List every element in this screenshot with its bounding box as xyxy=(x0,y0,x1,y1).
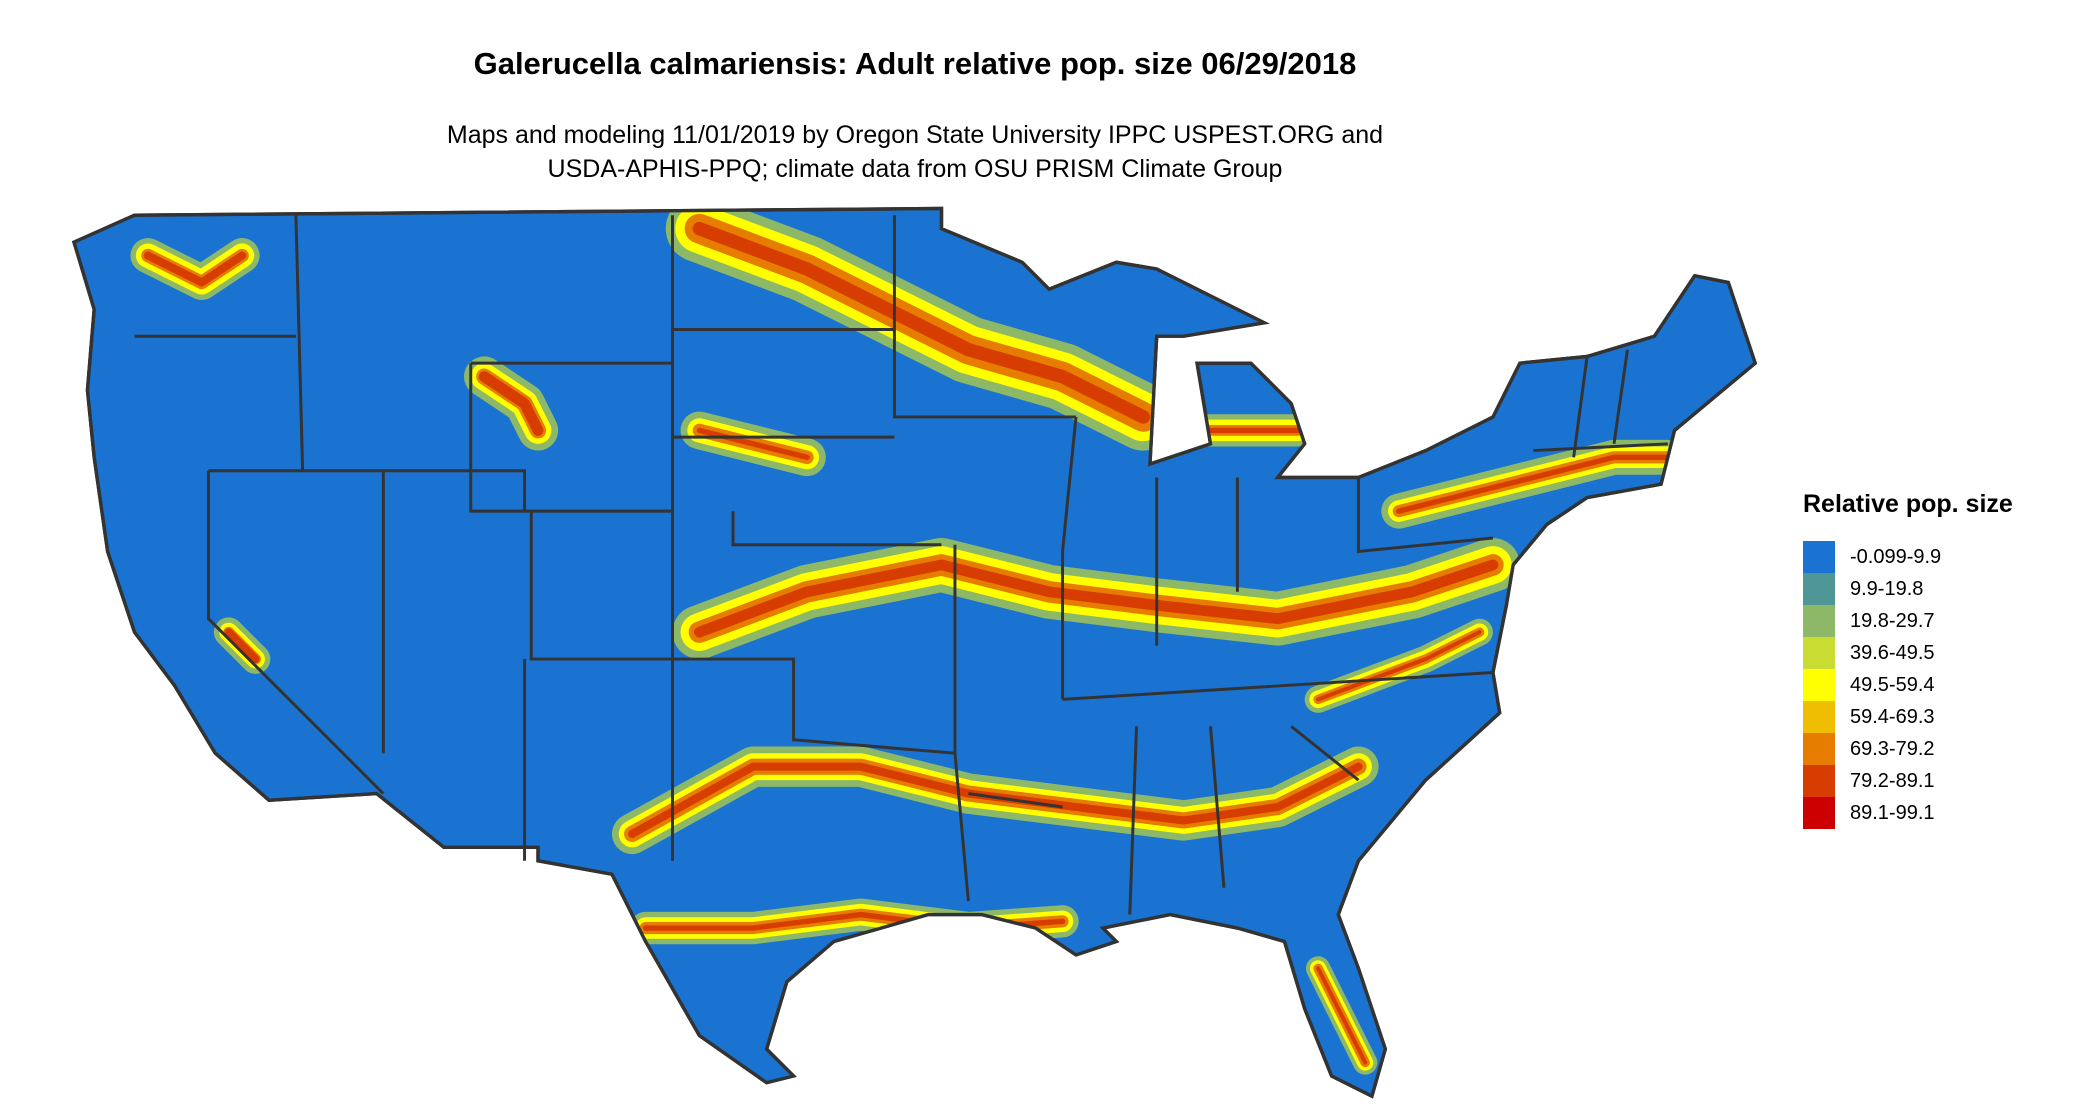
legend-swatch xyxy=(1803,637,1835,669)
legend-swatch xyxy=(1803,765,1835,797)
hotspot-band xyxy=(1316,630,1482,702)
legend-item: 69.3-79.2 xyxy=(1803,733,2013,765)
state-border xyxy=(1209,726,1226,888)
map-title: Galerucella calmariensis: Adult relative… xyxy=(473,46,1357,81)
hotspot-band xyxy=(694,559,1499,638)
state-border xyxy=(726,657,956,755)
state-border xyxy=(529,511,727,661)
state-border xyxy=(206,470,385,795)
state-border xyxy=(1128,726,1139,915)
state-border xyxy=(1062,671,1494,701)
legend-label: 19.8-29.7 xyxy=(1850,609,1935,632)
legend-label: 79.2-89.1 xyxy=(1850,769,1935,792)
legend-item: 39.6-49.5 xyxy=(1803,637,2013,669)
state-border xyxy=(469,363,673,513)
legend-swatch xyxy=(1803,797,1835,829)
legend-swatch xyxy=(1803,669,1835,701)
legend-label: 59.4-69.3 xyxy=(1850,705,1935,728)
legend: Relative pop. size -0.099-9.9 9.9-19.8 19.… xyxy=(1803,490,2013,829)
hotspot-band xyxy=(224,628,260,664)
legend-item: 59.4-69.3 xyxy=(1803,701,2013,733)
state-border xyxy=(1290,725,1360,782)
state-border xyxy=(1061,416,1078,700)
legend-label: 39.6-49.5 xyxy=(1850,641,1935,664)
state-border xyxy=(953,544,970,902)
state-border xyxy=(892,215,1077,419)
legend-swatch xyxy=(1803,701,1835,733)
state-border xyxy=(1533,442,1668,453)
state-borders xyxy=(134,215,1668,915)
legend-item: 89.1-99.1 xyxy=(1803,797,2013,829)
hotspot-band xyxy=(696,427,810,460)
legend-swatch xyxy=(1803,573,1835,605)
legend-label: 9.9-19.8 xyxy=(1850,577,1924,600)
state-border xyxy=(302,469,527,512)
state-border xyxy=(731,511,942,547)
legend-item: 49.5-59.4 xyxy=(1803,669,2013,701)
legend-item: -0.099-9.9 xyxy=(1803,541,2013,573)
legend-swatch xyxy=(1803,733,1835,765)
legend-label: 89.1-99.1 xyxy=(1850,801,1935,824)
legend-swatch xyxy=(1803,605,1835,637)
map-subtitle: Maps and modeling 11/01/2019 by Oregon S… xyxy=(0,118,1830,186)
legend-label: 49.5-59.4 xyxy=(1850,673,1935,696)
state-border xyxy=(1612,349,1629,445)
hotspot-band xyxy=(692,221,1150,424)
subtitle-line-1: Maps and modeling 11/01/2019 by Oregon S… xyxy=(446,121,1384,149)
hotspot-band xyxy=(1316,966,1368,1065)
legend-item: 9.9-19.8 xyxy=(1803,573,2013,605)
state-border xyxy=(968,792,1063,809)
legend-swatch xyxy=(1803,541,1835,573)
hotspot-band xyxy=(478,371,544,436)
hotspot-band xyxy=(1396,454,1671,514)
legend-label: -0.099-9.9 xyxy=(1850,545,1942,568)
subtitle-line-2: USDA-APHIS-PPQ; climate data from OSU PR… xyxy=(547,155,1283,183)
us-outline-border xyxy=(71,206,1758,1099)
state-border xyxy=(1572,356,1589,458)
state-border xyxy=(1356,477,1494,554)
legend-item: 79.2-89.1 xyxy=(1803,765,2013,797)
legend-title: Relative pop. size xyxy=(1803,490,2013,518)
legend-label: 69.3-79.2 xyxy=(1850,737,1935,760)
legend-item: 19.8-29.7 xyxy=(1803,605,2013,637)
hotspot-band xyxy=(143,251,247,287)
